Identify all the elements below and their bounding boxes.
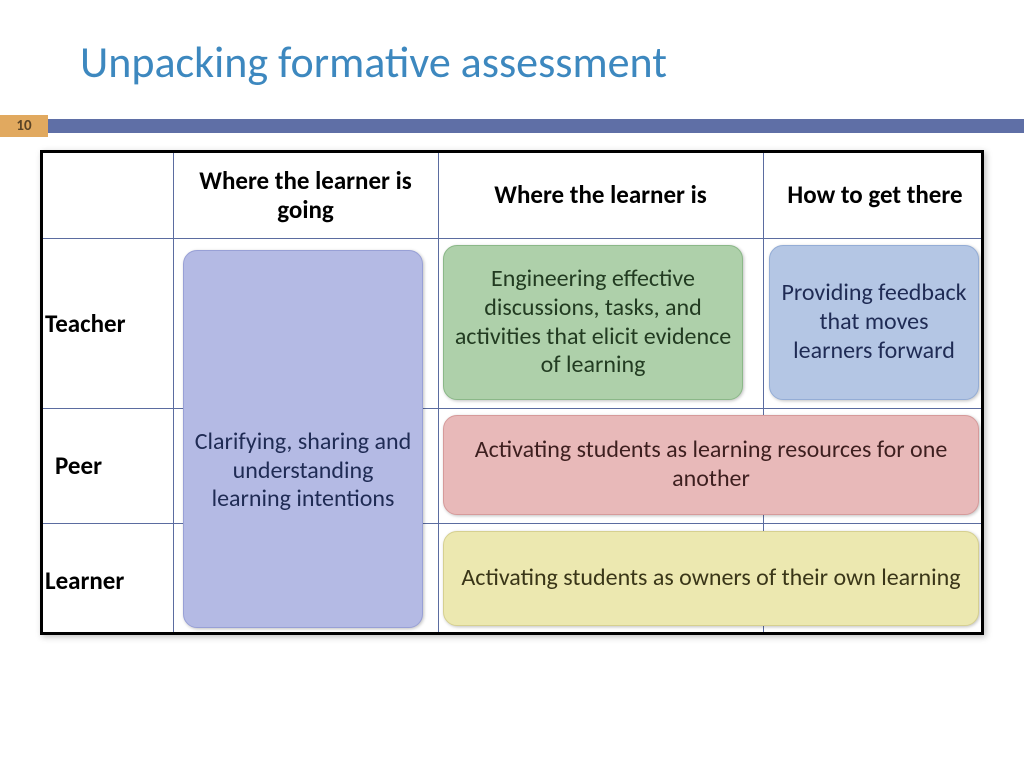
accent-stripe bbox=[48, 119, 1024, 133]
strategy-engineering: Engineering effective discussions, tasks… bbox=[443, 245, 743, 400]
assessment-table: Where the learner is going Where the lea… bbox=[40, 150, 984, 635]
strategy-learner: Activating students as owners of their o… bbox=[443, 531, 979, 626]
strategy-clarify: Clarifying, sharing and understanding le… bbox=[183, 250, 423, 628]
column-header-going: Where the learner is going bbox=[173, 153, 438, 238]
row-header-learner: Learner bbox=[43, 523, 173, 638]
strategy-peer: Activating students as learning resource… bbox=[443, 415, 979, 515]
grid-hline bbox=[43, 238, 981, 239]
row-header-teacher: Teacher bbox=[43, 238, 173, 408]
strategy-feedback: Providing feedback that moves learners f… bbox=[769, 245, 979, 400]
page-number-chip: 10 bbox=[0, 115, 48, 137]
page-title: Unpacking formative assessment bbox=[80, 35, 667, 89]
column-header-is: Where the learner is bbox=[438, 153, 763, 238]
column-header-getthere: How to get there bbox=[763, 153, 987, 238]
header-stripe: 10 bbox=[0, 115, 1024, 137]
row-header-peer: Peer bbox=[43, 408, 173, 523]
